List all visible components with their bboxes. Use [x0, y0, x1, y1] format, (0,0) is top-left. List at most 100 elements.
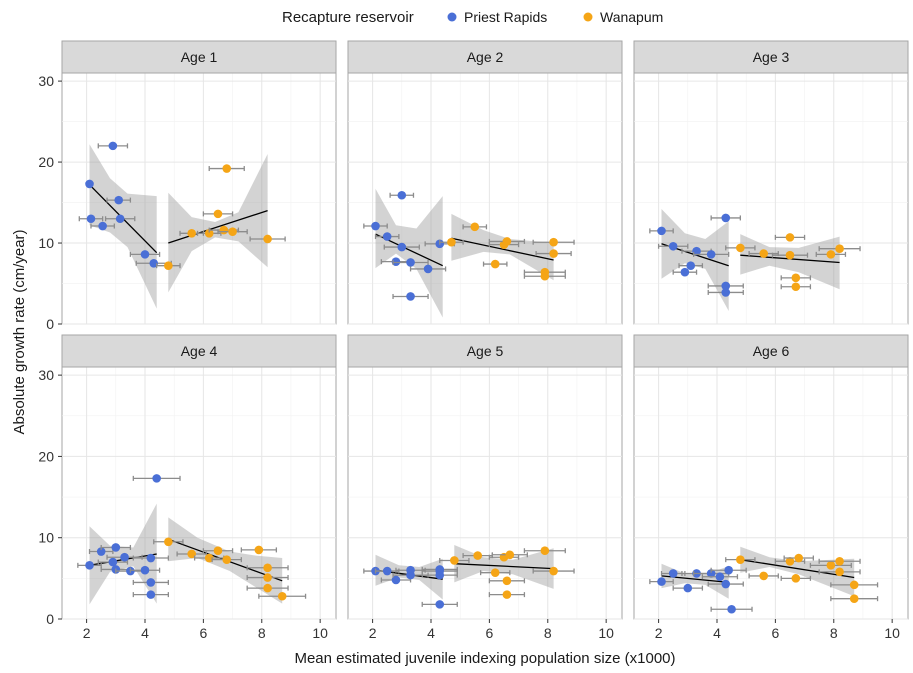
- data-point: [447, 237, 456, 247]
- x-tick-label: 8: [830, 625, 838, 641]
- panel-title: Age 1: [181, 49, 218, 65]
- x-tick-label: 2: [83, 625, 91, 641]
- data-point: [657, 577, 666, 586]
- data-point: [849, 580, 859, 590]
- data-point: [397, 190, 407, 200]
- data-point: [727, 604, 736, 614]
- series-0: [89, 144, 157, 309]
- data-point: [254, 545, 264, 555]
- data-point: [680, 267, 690, 277]
- data-point: [391, 575, 401, 585]
- data-point: [263, 583, 272, 593]
- confidence-band: [89, 144, 157, 309]
- data-point: [85, 561, 94, 570]
- data-point: [146, 553, 156, 563]
- data-point: [263, 573, 272, 582]
- data-point: [724, 565, 733, 575]
- panel-strip: [61, 40, 337, 74]
- data-point: [791, 282, 801, 292]
- panel-6: Age 6 2 4 6 8 10: [633, 334, 909, 641]
- panel-3: Age 3: [633, 40, 909, 325]
- series-points-0: [363, 190, 455, 301]
- panel-title: Age 2: [467, 49, 504, 65]
- series-fit-1: [740, 559, 855, 579]
- series-1: [168, 154, 268, 293]
- series-points-0: [77, 474, 181, 599]
- panel-strip: [633, 334, 909, 368]
- x-tick-label: 2: [655, 625, 663, 641]
- series-points-1: [439, 546, 575, 599]
- y-axis-title: Absolute growth rate (cm/year): [11, 229, 28, 434]
- panel-strip: [347, 40, 623, 74]
- data-point: [146, 590, 156, 599]
- series-points-1: [156, 164, 286, 271]
- data-point: [683, 583, 693, 593]
- data-point: [791, 273, 801, 283]
- data-point: [505, 550, 515, 560]
- data-point: [406, 258, 415, 267]
- data-point: [140, 250, 150, 259]
- panel-1: Age 1 0 10 20 30: [38, 40, 337, 332]
- series-1: [740, 546, 855, 597]
- data-point: [213, 209, 223, 219]
- panel-strip: [347, 334, 623, 368]
- data-point: [149, 258, 159, 268]
- x-tick-label: 4: [713, 625, 721, 641]
- data-point: [791, 574, 801, 583]
- data-point: [549, 249, 558, 258]
- data-point: [490, 568, 500, 577]
- x-tick-label: 10: [312, 625, 328, 641]
- legend-swatch-1: [583, 12, 593, 22]
- data-point: [715, 572, 725, 582]
- y-tick-label: 20: [38, 448, 54, 464]
- data-point: [435, 600, 445, 609]
- series-points-0: [363, 565, 458, 609]
- fit-line: [740, 559, 855, 579]
- data-point: [692, 246, 701, 256]
- data-point: [391, 257, 401, 266]
- data-point: [736, 555, 745, 564]
- series-0: [661, 209, 729, 311]
- data-point: [721, 213, 731, 223]
- data-point: [785, 556, 795, 566]
- data-point: [502, 237, 512, 246]
- legend: Recapture reservoir Priest Rapids Wanapum: [282, 9, 663, 26]
- series-points-1: [439, 222, 575, 281]
- data-point: [470, 222, 480, 232]
- series-points-1: [725, 553, 879, 603]
- data-point: [111, 543, 121, 552]
- confidence-band: [740, 546, 855, 597]
- x-tick-label: 6: [485, 625, 493, 641]
- data-point: [668, 569, 678, 578]
- panel-title: Age 4: [181, 343, 218, 359]
- panel-2: Age 2: [347, 40, 623, 325]
- panel-background: [633, 72, 909, 325]
- x-tick-label: 10: [598, 625, 614, 641]
- data-point: [835, 556, 844, 566]
- data-point: [98, 221, 107, 231]
- y-tick-label: 30: [38, 367, 54, 383]
- data-point: [86, 214, 96, 224]
- data-point: [406, 565, 415, 575]
- legend-label-0: Priest Rapids: [464, 9, 547, 25]
- data-point: [382, 232, 392, 241]
- data-point: [450, 556, 459, 565]
- legend-label-1: Wanapum: [600, 9, 663, 25]
- x-tick-label: 10: [884, 625, 900, 641]
- data-point: [549, 566, 558, 576]
- series-fit-1: [454, 563, 554, 570]
- data-point: [435, 570, 445, 580]
- data-point: [263, 563, 272, 573]
- series-fit-1: [168, 209, 268, 244]
- data-point: [146, 578, 156, 587]
- data-point: [785, 233, 795, 242]
- series-points-0: [649, 213, 744, 297]
- panels: Age 1 0 10 20 30 Age 2 Age 3 Age 4 0 10 20 30 2 4 6 8 10…: [38, 40, 909, 641]
- series-points-1: [725, 233, 861, 292]
- series-fit-1: [451, 237, 554, 261]
- data-point: [115, 214, 125, 224]
- panel-background: [633, 366, 909, 620]
- data-point: [785, 250, 795, 260]
- panel-4: Age 4 0 10 20 30 2 4 6 8 10: [38, 334, 337, 641]
